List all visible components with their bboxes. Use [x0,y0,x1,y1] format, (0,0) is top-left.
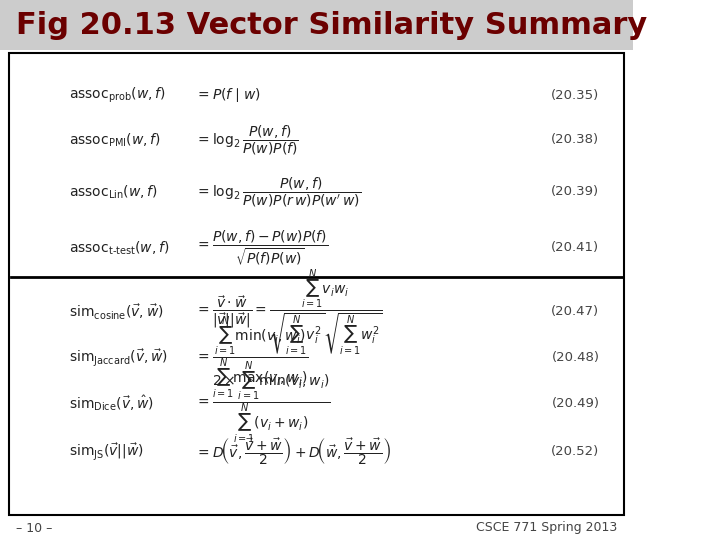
Text: $\mathrm{assoc}_{\mathrm{PMI}}(w,f)$: $\mathrm{assoc}_{\mathrm{PMI}}(w,f)$ [68,131,161,148]
Text: $\mathrm{sim}_{\mathrm{JS}}(\vec{v}||\vec{w})$: $\mathrm{sim}_{\mathrm{JS}}(\vec{v}||\ve… [68,442,143,462]
Text: CSCE 771 Spring 2013: CSCE 771 Spring 2013 [476,522,617,535]
Text: $= \dfrac{\vec{v}\cdot\vec{w}}{|\vec{v}||\vec{w}|} = \dfrac{\sum_{i=1}^{N} v_i w: $= \dfrac{\vec{v}\cdot\vec{w}}{|\vec{v}|… [195,267,382,357]
Text: (20.41): (20.41) [552,241,600,254]
Text: $= \log_2 \dfrac{P(w,f)}{P(w)P(r\,w)P(w'\,w)}$: $= \log_2 \dfrac{P(w,f)}{P(w)P(r\,w)P(w'… [195,175,361,209]
Text: $= P(f\mid w)$: $= P(f\mid w)$ [195,86,261,104]
Text: $\mathrm{sim}_{\mathrm{cosine}}(\vec{v},\vec{w})$: $\mathrm{sim}_{\mathrm{cosine}}(\vec{v},… [68,302,163,321]
Text: (20.49): (20.49) [552,396,600,409]
Text: $= \dfrac{P(w,f) - P(w)P(f)}{\sqrt{P(f)P(w)}}$: $= \dfrac{P(w,f) - P(w)P(f)}{\sqrt{P(f)P… [195,229,328,267]
Text: (20.39): (20.39) [552,186,600,199]
Text: $\mathrm{assoc}_{\mathrm{Lin}}(w,f)$: $\mathrm{assoc}_{\mathrm{Lin}}(w,f)$ [68,183,158,201]
Text: $= \dfrac{\sum_{i=1}^{N} \min(v_i,w_i)}{\sum_{i=1}^{N} \max(v_i,w_i)}$: $= \dfrac{\sum_{i=1}^{N} \min(v_i,w_i)}{… [195,315,309,401]
Text: – 10 –: – 10 – [16,522,52,535]
Text: $\mathrm{assoc}_{\mathrm{prob}}(w,f)$: $\mathrm{assoc}_{\mathrm{prob}}(w,f)$ [68,85,166,105]
Text: (20.38): (20.38) [552,133,600,146]
Text: (20.52): (20.52) [551,446,600,458]
Text: $\mathrm{sim}_{\mathrm{Dice}}(\vec{v},\hat{w})$: $\mathrm{sim}_{\mathrm{Dice}}(\vec{v},\h… [68,393,153,413]
Text: $= D\!\left(\vec{v},\dfrac{\vec{v}+\vec{w}}{2}\right) + D\!\left(\vec{w},\dfrac{: $= D\!\left(\vec{v},\dfrac{\vec{v}+\vec{… [195,436,391,468]
Text: $\mathrm{assoc}_{\mathrm{t\text{-}test}}(w,f)$: $\mathrm{assoc}_{\mathrm{t\text{-}test}}… [68,239,169,256]
Text: $= \log_2 \dfrac{P(w,f)}{P(w)P(f)}$: $= \log_2 \dfrac{P(w,f)}{P(w)P(f)}$ [195,123,299,157]
Text: $= \dfrac{2 \times \sum_{i=1}^{N} \min(v_i,w_i)}{\sum_{i=1}^{N} (v_i + w_i)}$: $= \dfrac{2 \times \sum_{i=1}^{N} \min(v… [195,360,330,446]
Text: (20.47): (20.47) [552,306,600,319]
FancyBboxPatch shape [9,53,624,515]
Text: (20.35): (20.35) [551,89,600,102]
Text: (20.48): (20.48) [552,352,600,365]
Text: Fig 20.13 Vector Similarity Summary: Fig 20.13 Vector Similarity Summary [16,10,647,39]
FancyBboxPatch shape [0,0,633,50]
Text: $\mathrm{sim}_{\mathrm{Jaccard}}(\vec{v},\vec{w})$: $\mathrm{sim}_{\mathrm{Jaccard}}(\vec{v}… [68,348,168,368]
